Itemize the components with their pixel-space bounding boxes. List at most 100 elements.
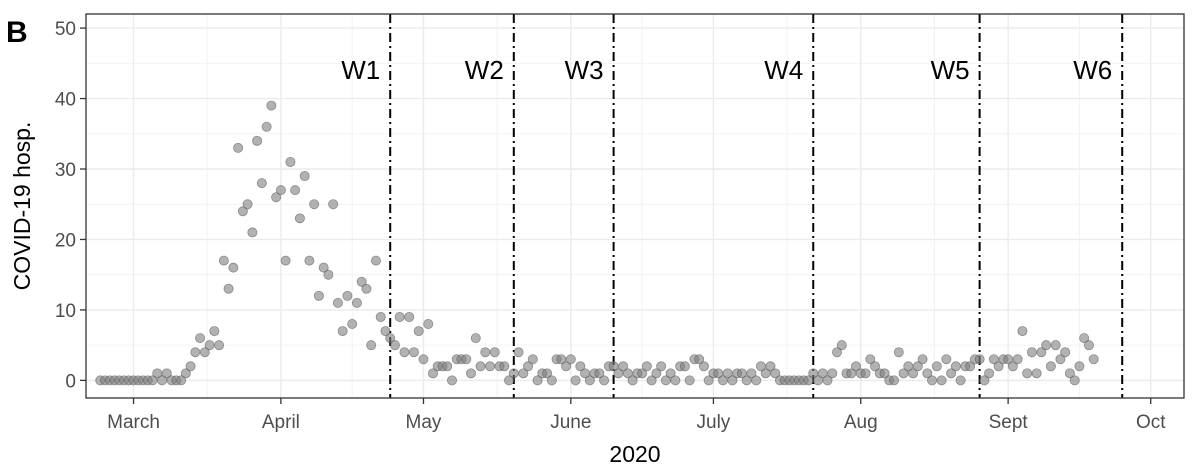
data-point [252,135,263,146]
data-point [399,347,410,358]
data-point [984,368,995,379]
data-point [356,276,367,287]
x-axis: March April May June July Aug Sept Oct [107,398,1166,433]
data-point [1055,354,1066,365]
data-point [1041,340,1052,351]
data-point [361,283,372,294]
data-point [751,375,762,386]
data-point [446,375,457,386]
y-tick-label: 10 [55,301,76,322]
data-point [1083,340,1094,351]
data-point [466,368,477,379]
data-point [294,213,305,224]
data-point [836,340,847,351]
data-point [508,368,519,379]
data-point [290,185,301,196]
data-point [974,354,985,365]
data-point [594,368,605,379]
data-point [1012,354,1023,365]
data-point [1022,368,1033,379]
data-point [366,340,377,351]
data-point [233,142,244,153]
x-tick-label: April [262,412,300,433]
data-point [979,375,990,386]
data-point [822,375,833,386]
data-point [214,340,225,351]
data-point [195,333,206,344]
data-point [513,347,524,358]
data-point [332,297,343,308]
data-point [380,326,391,337]
data-point [727,375,738,386]
data-point [532,375,543,386]
data-point [665,368,676,379]
plot-panel [86,14,1184,398]
data-point [599,375,610,386]
panel-label: B [6,16,28,49]
data-point [1074,361,1085,372]
data-point [851,361,862,372]
data-point [570,375,581,386]
data-point [637,368,648,379]
data-point [922,368,933,379]
data-point [927,375,938,386]
data-point [504,375,515,386]
window-label: W1 [341,55,380,85]
y-tick-label: 50 [55,19,76,40]
y-axis-title: COVID-19 hosp. [9,122,35,291]
data-point [641,361,652,372]
data-point [746,368,757,379]
data-point [309,199,320,210]
data-point [879,368,890,379]
data-point [370,255,381,266]
data-point [931,361,942,372]
data-point [242,199,253,210]
window-lines: W1 W2 W3 W4 W5 W6 [341,14,1124,398]
x-tick-label: May [406,412,442,433]
data-point [275,185,286,196]
x-tick-label: Aug [844,412,878,433]
data-point [1069,375,1080,386]
data-point [304,255,315,266]
y-tick-label: 30 [55,160,76,181]
data-point [656,361,667,372]
data-point [827,368,838,379]
data-point [480,347,491,358]
data-point [266,100,277,111]
window-label: W3 [565,55,604,85]
data-point [698,361,709,372]
data-point [394,311,405,322]
window-label: W4 [764,55,803,85]
data-point [323,269,334,280]
data-point [190,347,201,358]
data-point [561,361,572,372]
data-point [1045,361,1056,372]
data-point [993,361,1004,372]
data-point [670,375,681,386]
data-point [565,354,576,365]
data-point [893,347,904,358]
y-tick-label: 40 [55,90,76,111]
y-axis: 0 10 20 30 40 50 [55,19,86,392]
data-point [860,368,871,379]
data-point [347,319,358,330]
data-point [389,340,400,351]
data-point [703,375,714,386]
data-point [651,368,662,379]
window-label: W6 [1073,55,1112,85]
data-point [237,206,248,217]
data-point [427,368,438,379]
data-point [832,347,843,358]
data-point [694,354,705,365]
y-tick-label: 0 [65,371,76,392]
window-label: W5 [931,55,970,85]
data-point [385,333,396,344]
data-points [95,100,1099,386]
x-axis-title: 2020 [609,441,660,467]
data-point [908,368,919,379]
data-point [917,354,928,365]
data-point [499,361,510,372]
data-point [351,297,362,308]
data-point [299,171,310,182]
data-point [209,326,220,337]
